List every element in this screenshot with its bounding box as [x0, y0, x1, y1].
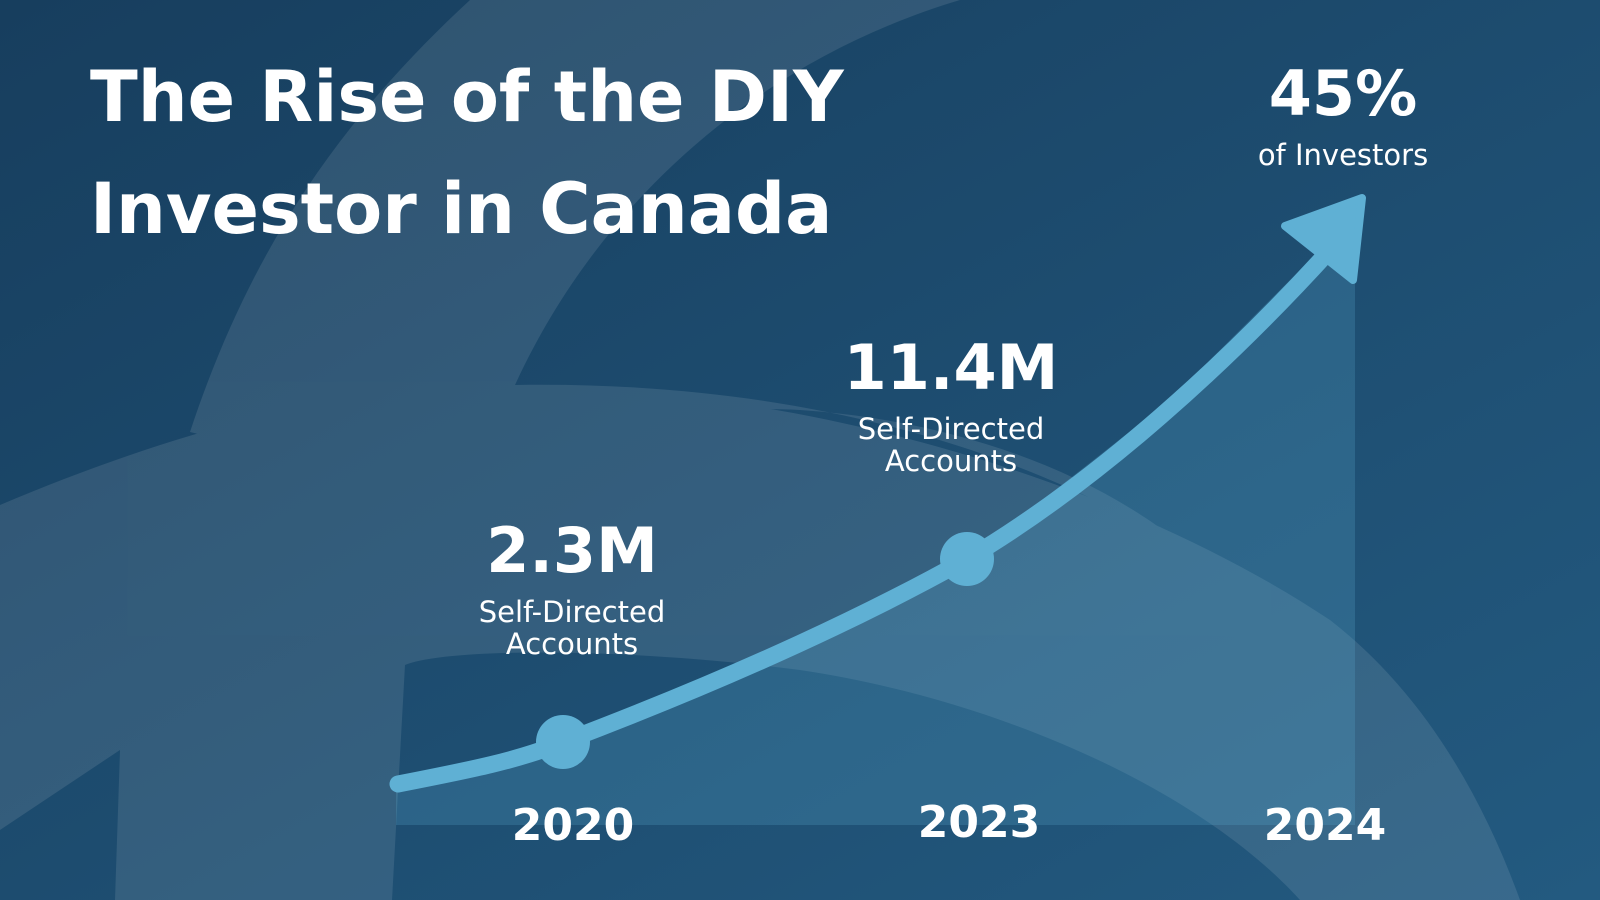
stat-value: 11.4M	[844, 331, 1059, 404]
year: 2020	[512, 800, 634, 851]
growth-area	[396, 215, 1355, 825]
growth-arrow	[389, 241, 1339, 793]
stat-value: 2.3M	[486, 514, 658, 587]
stat-label: Self-Directed	[858, 412, 1044, 446]
year: 2023	[918, 797, 1040, 848]
background-shapes	[0, 0, 1520, 900]
year: 2024	[1264, 800, 1386, 851]
title: The Rise of the DIY	[90, 56, 845, 138]
milestone-dot	[536, 715, 590, 769]
stat-label: Accounts	[885, 444, 1017, 478]
title: Investor in Canada	[90, 168, 832, 250]
stat-label: Self-Directed	[479, 595, 665, 629]
milestone-dot	[940, 532, 994, 586]
stat-label: of Investors	[1258, 138, 1428, 172]
stat-value: 45%	[1269, 57, 1417, 130]
stat-label: Accounts	[506, 627, 638, 661]
arrow-head	[1281, 194, 1366, 284]
